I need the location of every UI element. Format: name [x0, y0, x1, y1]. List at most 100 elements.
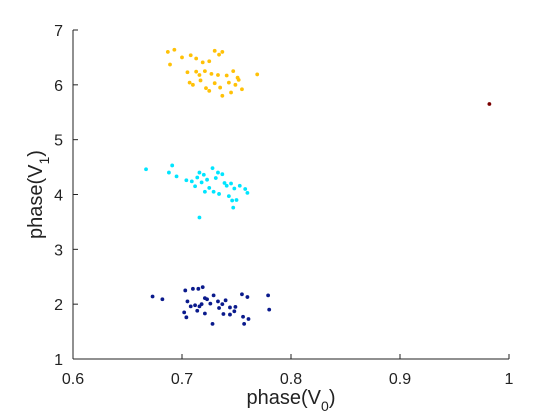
data-point: [209, 71, 214, 76]
x-ticks: 0.6 0.7 0.8 0.9 1: [62, 354, 514, 388]
data-point: [195, 308, 200, 313]
data-point: [165, 50, 170, 54]
data-point: [216, 170, 220, 175]
data-point: [185, 299, 190, 304]
data-point: [240, 87, 244, 92]
y-axis-label-subscript: 1: [36, 156, 52, 164]
data-point: [182, 310, 187, 315]
data-point: [197, 170, 202, 175]
y-tick-label: 7: [54, 23, 63, 40]
data-point: [184, 315, 189, 320]
data-point: [205, 177, 209, 182]
y-tick-label: 5: [54, 133, 63, 150]
data-point: [187, 80, 192, 85]
y-tick-label: 4: [54, 188, 63, 205]
data-point: [194, 56, 199, 61]
data-point: [224, 183, 229, 188]
data-point: [233, 305, 238, 309]
data-point: [191, 286, 195, 291]
data-point: [207, 186, 212, 190]
x-axis-label-close: ): [329, 387, 336, 409]
data-point: [217, 306, 221, 310]
data-point: [160, 297, 165, 302]
data-point: [207, 88, 212, 93]
data-point: [243, 187, 248, 191]
x-axis-label-main: phase(V: [247, 387, 322, 409]
data-point: [222, 181, 227, 185]
axes: 0.6 0.7 0.8 0.9 1 1 2 3 4 5 6 7: [54, 23, 513, 388]
data-point: [193, 184, 197, 189]
data-point: [197, 73, 202, 77]
data-point: [168, 62, 172, 67]
data-point: [194, 69, 199, 74]
y-tick-label: 2: [54, 297, 63, 314]
y-axis-label-close: ): [25, 150, 47, 157]
y-axis-label: phase(V1): [25, 150, 52, 239]
data-point: [240, 292, 244, 297]
data-point: [220, 50, 225, 54]
data-point: [211, 293, 216, 298]
series-4: [487, 102, 492, 106]
data-point: [217, 192, 221, 196]
data-point: [216, 299, 220, 304]
data-point: [224, 73, 229, 78]
data-point: [220, 93, 225, 98]
data-point: [167, 170, 171, 175]
data-point: [232, 309, 237, 314]
data-point: [233, 82, 238, 87]
data-point: [150, 294, 155, 299]
data-point: [221, 312, 226, 316]
data-point: [201, 172, 206, 177]
data-point: [195, 175, 200, 180]
data-point: [210, 166, 215, 171]
data-point: [230, 198, 235, 203]
data-point: [226, 194, 231, 199]
data-point: [197, 215, 202, 220]
data-point: [188, 53, 193, 58]
y-axis-label-main: phase(V: [25, 164, 47, 239]
data-point: [204, 86, 208, 91]
data-point: [200, 285, 205, 290]
data-point: [226, 80, 231, 85]
data-point: [196, 286, 201, 291]
data-point: [223, 298, 228, 303]
data-point: [207, 59, 212, 64]
data-point: [229, 90, 233, 95]
data-point: [232, 186, 237, 191]
data-point: [255, 72, 260, 77]
x-tick-label: 0.7: [171, 371, 193, 388]
y-tick-label: 1: [54, 352, 63, 369]
data-point: [191, 82, 195, 87]
data-point: [487, 102, 492, 106]
data-point: [202, 311, 207, 316]
data-point: [174, 174, 179, 179]
x-tick-label: 0.6: [62, 371, 84, 388]
data-point: [228, 305, 232, 310]
x-axis-label-subscript: 0: [321, 398, 329, 414]
data-point: [188, 304, 193, 309]
data-point: [197, 304, 202, 309]
data-point: [210, 322, 215, 326]
data-point: [236, 77, 241, 82]
data-point: [180, 55, 184, 60]
series-2: [144, 163, 250, 220]
data-point: [234, 198, 239, 202]
data-point: [170, 163, 175, 168]
y-ticks: 1 2 3 4 5 6 7: [54, 23, 78, 369]
x-tick-label: 0.8: [280, 371, 302, 388]
data-point: [184, 178, 189, 183]
data-point: [231, 205, 236, 210]
x-tick-label: 1: [505, 371, 514, 388]
y-tick-label: 6: [54, 78, 63, 95]
data-point: [202, 69, 207, 74]
data-point: [185, 70, 190, 75]
data-point: [212, 81, 217, 86]
data-point: [231, 69, 236, 74]
data-point: [202, 189, 207, 194]
series-1: [165, 47, 260, 98]
data-point: [200, 60, 205, 65]
data-point: [144, 167, 148, 172]
data-point: [267, 307, 272, 312]
data-point: [241, 314, 245, 319]
data-point: [228, 312, 232, 317]
